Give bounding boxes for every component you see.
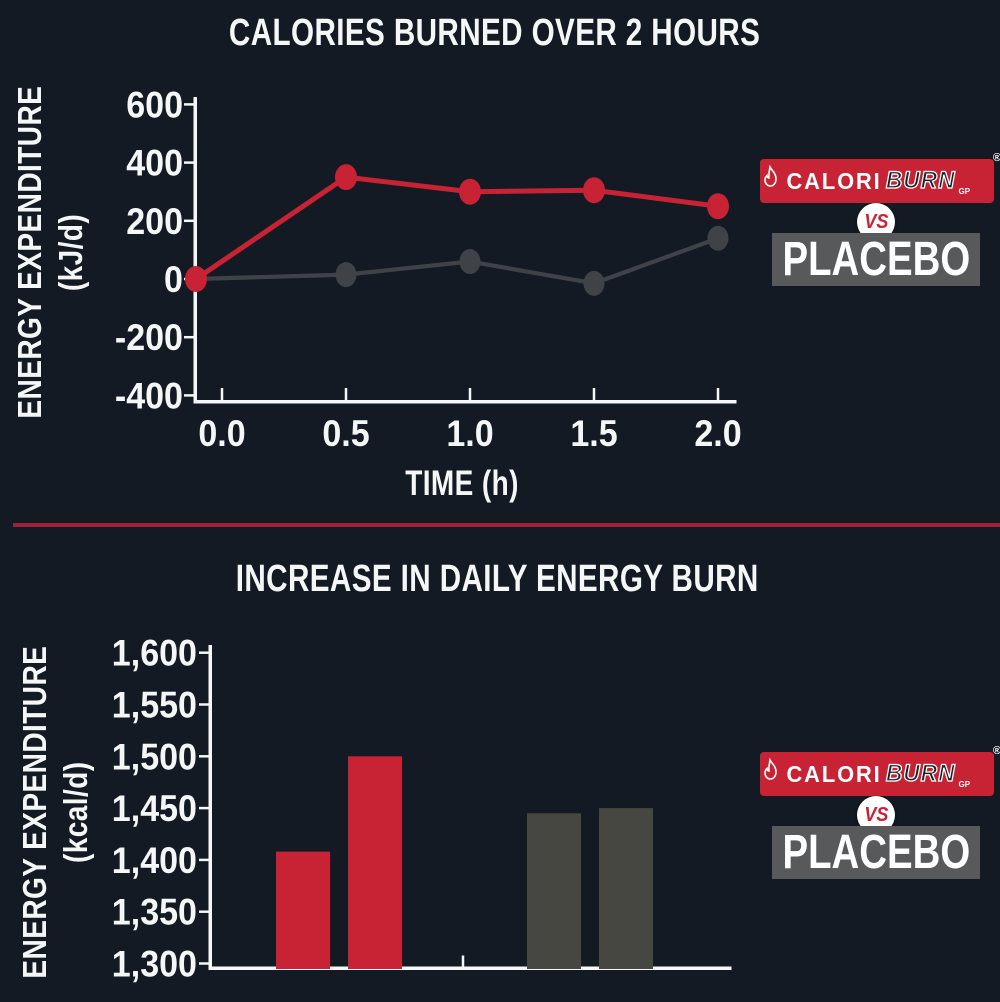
y-tick-label: 0 [164, 259, 183, 301]
y-tick-label: 1,400 [112, 840, 197, 882]
top-chart-title: CALORIES BURNED OVER 2 HOURS [0, 12, 990, 55]
vs-badge-text: VS [863, 210, 889, 233]
flame-icon [764, 758, 777, 780]
caloriburn-logo-calori: CALORI [786, 167, 882, 194]
y-tick-label: 1,500 [112, 736, 197, 778]
y-tick-label: 1,550 [112, 684, 197, 726]
x-tick-label: 1.5 [570, 413, 617, 455]
y-axis [193, 97, 197, 404]
caloriburn-logo-gp: GP [958, 780, 971, 789]
placebo-point [583, 270, 605, 296]
placebo-label-box: PLACEBO [772, 233, 980, 286]
placebo-point [459, 249, 481, 275]
placebo-bar [527, 813, 581, 969]
caloriburn-bar [276, 851, 330, 969]
y-tick-label: 1,450 [112, 788, 197, 830]
top-x-axis-label-text: TIME (h) [405, 464, 519, 503]
placebo-label-box: PLACEBO [772, 826, 980, 879]
x-tick-label: 0.5 [322, 413, 369, 455]
top-chart-title-text: CALORIES BURNED OVER 2 HOURS [229, 12, 761, 54]
caloriburn-logo-gp: GP [958, 187, 971, 196]
flame-icon [764, 165, 777, 187]
caloriburn-point [185, 266, 207, 292]
placebo-label: PLACEBO [782, 826, 970, 879]
y-tick-label: 1,300 [112, 943, 197, 985]
placebo-point [335, 262, 357, 288]
legend-badge-top: CALORI BURN GP ® VS PLACEBO [755, 152, 1000, 292]
y-tick-label: 600 [126, 84, 183, 126]
section-divider [13, 523, 1000, 527]
x-tick-label: 1.0 [446, 413, 493, 455]
caloriburn-point [459, 178, 481, 205]
caloriburn-logo-calori: CALORI [786, 760, 882, 787]
y-tick-label: 200 [126, 200, 183, 242]
caloriburn-point [583, 177, 605, 204]
bar-chart: 1,600 1,550 1,500 1,450 1,400 1,350 1,300 [112, 632, 732, 985]
vs-badge-text: VS [863, 803, 889, 826]
caloriburn-point [707, 193, 729, 220]
legend-badge-bottom: CALORI BURN GP ® VS PLACEBO [755, 745, 1000, 885]
caloriburn-bar [348, 756, 402, 969]
line-chart: 600 400 200 0 -200 -400 0.0 0.5 1.0 1.5 2.0 [115, 84, 742, 455]
y-tick-label: 400 [126, 142, 183, 184]
y-tick-label: -400 [115, 375, 183, 417]
x-tick-label: 2.0 [694, 413, 741, 455]
y-tick-label: -200 [115, 317, 183, 359]
x-axis [193, 400, 737, 404]
x-axis [208, 966, 732, 970]
caloriburn-logo-burn: BURN [885, 166, 956, 194]
bottom-chart-title-text: INCREASE IN DAILY ENERGY BURN [235, 558, 759, 600]
x-tick-label: 0.0 [198, 413, 245, 455]
placebo-point [707, 225, 729, 251]
bottom-chart-title: INCREASE IN DAILY ENERGY BURN [0, 558, 994, 601]
y-tick-label: 1,350 [112, 891, 197, 933]
placebo-bar [599, 808, 653, 969]
y-tick-label: 1,600 [112, 632, 197, 674]
caloriburn-logo: CALORI BURN GP ® [760, 152, 1000, 203]
placebo-label: PLACEBO [782, 233, 970, 286]
caloriburn-logo-burn: BURN [885, 759, 956, 787]
caloriburn-logo: CALORI BURN GP ® [760, 745, 1000, 796]
registered-mark: ® [992, 152, 1000, 164]
top-x-axis-label: TIME (h) [0, 464, 924, 504]
registered-mark: ® [992, 745, 1000, 757]
caloriburn-point [335, 164, 357, 191]
placebo-line [195, 236, 719, 286]
